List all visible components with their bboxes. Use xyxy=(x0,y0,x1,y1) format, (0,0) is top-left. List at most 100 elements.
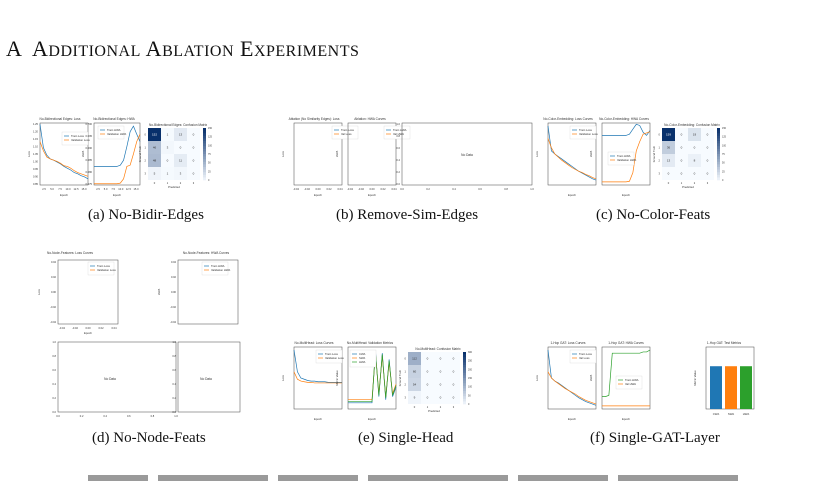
hwa-title: 1-Hop GAT: HWA Curves xyxy=(608,341,644,345)
confusion-value: 0 xyxy=(707,172,709,176)
confusion-ytick: 3 xyxy=(659,172,661,176)
confusion-value: 0 xyxy=(668,172,670,176)
confusion-colorbar-seg xyxy=(203,148,206,152)
confusion-value: 3 xyxy=(167,146,169,150)
confusion-value: 0 xyxy=(453,357,455,361)
metric-legend-label: CWA xyxy=(359,352,366,356)
confusion-ylabel: Ground Truth xyxy=(398,369,402,386)
confusion-colorbar-seg xyxy=(717,146,720,150)
confusion-cell xyxy=(161,167,174,180)
confusion-cbar-tick: 125 xyxy=(722,136,727,139)
empty2-ytick: 0.6 xyxy=(172,368,176,372)
hwa-xlabel: Epoch xyxy=(622,193,630,197)
caption-e: (e) Single-Head xyxy=(358,430,454,446)
confusion-colorbar-seg xyxy=(717,148,720,152)
confusion-colorbar-seg xyxy=(717,161,720,165)
confusion-colorbar-seg xyxy=(203,143,206,147)
bar-tick-label: CWA xyxy=(713,412,720,416)
confusion-cbar-tick: 150 xyxy=(722,127,727,130)
loss-title: No-Color-Embedding: Loss Curves xyxy=(543,117,593,121)
confusion-colorbar-seg xyxy=(463,388,466,392)
hwa-ylabel: HWA xyxy=(335,151,339,158)
loss-axes xyxy=(547,122,597,186)
confusion-title: No-Color-Embedding: Confusion Matrix xyxy=(664,123,720,127)
confusion-cell xyxy=(174,141,187,154)
confusion-value: 0 xyxy=(453,383,455,387)
confusion-value: 0 xyxy=(440,396,442,400)
confusion-cbar-tick: 150 xyxy=(208,127,213,130)
confusion-value: 1 xyxy=(167,172,169,176)
confusion-colorbar-seg xyxy=(203,135,206,139)
loss-legend-label: Validation Loss xyxy=(579,132,598,136)
empty-ytick: 0.2 xyxy=(396,170,400,174)
confusion-cbar-tick: 0 xyxy=(722,179,724,182)
confusion-cbar-tick: 150 xyxy=(468,377,473,380)
no-data-text: No Data xyxy=(461,153,473,157)
hwa-xtick: 15.0 xyxy=(133,187,139,191)
confusion-ylabel: Ground Truth xyxy=(652,145,656,162)
confusion-value: 0 xyxy=(681,133,683,137)
confusion-colorbar-seg xyxy=(463,354,466,358)
confusion-colorbar-seg xyxy=(717,159,720,163)
metric-ylabel: Metric Value xyxy=(335,370,339,386)
confusion-cell xyxy=(701,141,714,154)
hwa-ylabel: HWA xyxy=(589,151,593,158)
confusion-cell xyxy=(187,141,200,154)
empty-xtick: 0.6 xyxy=(478,187,482,191)
confusion-value: 0 xyxy=(427,383,429,387)
hwa-xtick: 12.5 xyxy=(126,187,132,191)
loss-legend-label: Train Loss xyxy=(325,352,339,356)
confusion-colorbar-seg xyxy=(203,169,206,173)
confusion-colorbar-seg xyxy=(717,156,720,160)
confusion-value: 112 xyxy=(412,357,417,361)
confusion-colorbar-seg xyxy=(203,138,206,142)
confusion-title: No-MultiHead: Confusion Matrix xyxy=(415,347,461,351)
confusion-value: 0 xyxy=(694,146,696,150)
confusion-colorbar-seg xyxy=(463,352,466,355)
hwa-ytick: 0.690 xyxy=(86,146,93,150)
empty2-ytick: 0.4 xyxy=(172,382,176,386)
hwa-legend-label: Train HWA xyxy=(211,264,225,268)
empty1-xtick: 0.4 xyxy=(103,414,107,418)
confusion-value: 0 xyxy=(707,159,709,163)
val-loss-line xyxy=(547,371,597,405)
loss-ytick: -0.04 xyxy=(50,320,56,324)
confusion-ylabel: Ground Truth xyxy=(138,145,142,162)
hwa-title: No-Node-Features: HWA Curves xyxy=(183,251,230,255)
confusion-cell xyxy=(675,167,688,180)
empty-axes-2 xyxy=(177,341,241,413)
hwa-legend-box xyxy=(201,261,229,276)
confusion-cbar-tick: 50 xyxy=(722,162,725,165)
hwa-xlabel: Epoch xyxy=(368,193,376,197)
empty-ytick: 1.0 xyxy=(396,122,400,126)
confusion-cell xyxy=(434,365,447,378)
confusion-cell xyxy=(662,167,675,180)
confusion-value: 0 xyxy=(180,146,182,150)
confusion-cell xyxy=(148,128,161,141)
loss-title: No-MultiHead: Loss Curves xyxy=(295,341,334,345)
confusion-colorbar-seg xyxy=(717,167,720,170)
confusion-cbar-tick: 100 xyxy=(208,144,213,147)
confusion-cell xyxy=(421,378,434,391)
empty-axes xyxy=(401,122,533,186)
confusion-cell xyxy=(421,365,434,378)
hwa-xtick: 5.0 xyxy=(104,187,108,191)
confusion-colorbar-seg xyxy=(717,172,720,176)
hwa-ytick: 0.685 xyxy=(86,158,93,162)
loss-axes xyxy=(293,346,343,410)
confusion-ytick: 0 xyxy=(145,133,147,137)
hwa-ytick: 0.675 xyxy=(86,182,93,186)
confusion-colorbar-seg xyxy=(203,167,206,170)
confusion-cell xyxy=(447,352,460,365)
confusion-colorbar-seg xyxy=(463,365,466,368)
confusion-xtick: 1 xyxy=(167,181,169,185)
confusion-cell xyxy=(187,128,200,141)
train-hwa-line xyxy=(602,123,651,136)
hwa-axes xyxy=(347,122,397,186)
confusion-cell xyxy=(447,391,460,404)
loss-ytick: 0.00 xyxy=(51,290,57,294)
confusion-cell xyxy=(187,167,200,180)
confusion-value: 0 xyxy=(427,370,429,374)
train-loss-line xyxy=(293,350,342,383)
